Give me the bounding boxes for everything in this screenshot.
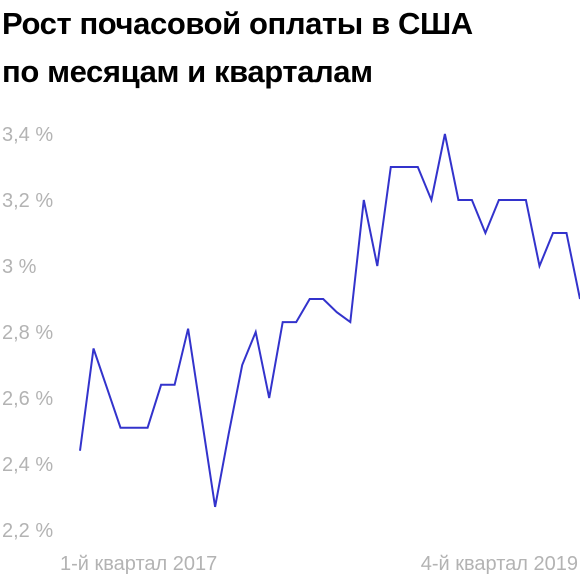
data-point <box>119 426 123 430</box>
data-point <box>146 426 150 430</box>
data-point <box>213 505 217 509</box>
data-point <box>551 231 555 235</box>
data-point <box>281 320 285 324</box>
data-point <box>483 231 487 235</box>
data-point <box>200 416 204 420</box>
data-point <box>375 264 379 268</box>
data-point <box>443 132 447 136</box>
data-point <box>105 386 109 390</box>
data-point <box>267 396 271 400</box>
data-point <box>78 449 82 453</box>
data-point <box>497 198 501 202</box>
chart-title: Рост почасовой оплаты в США по месяцам и… <box>2 0 578 96</box>
y-tick-label: 3,4 % <box>2 124 53 146</box>
data-point <box>240 363 244 367</box>
y-tick-label: 2,8 % <box>2 322 53 344</box>
data-point <box>173 383 177 387</box>
data-point <box>254 330 258 334</box>
plot-area <box>78 132 580 509</box>
data-point <box>510 198 514 202</box>
data-point <box>524 198 528 202</box>
series-line <box>79 133 580 508</box>
data-point <box>321 297 325 301</box>
data-point <box>538 264 542 268</box>
chart-title-line-2: по месяцам и кварталам <box>2 54 373 89</box>
x-axis-labels: 1-й квартал 2017 4-й квартал 2019 <box>60 553 578 575</box>
x-tick-label-end: 4-й квартал 2019 <box>421 553 578 575</box>
y-tick-label: 2,2 % <box>2 520 53 542</box>
data-point <box>159 383 163 387</box>
x-tick-label-start: 1-й квартал 2017 <box>60 553 217 575</box>
data-point <box>92 347 96 351</box>
y-tick-label: 3,2 % <box>2 190 53 212</box>
data-point <box>416 165 420 169</box>
data-point <box>429 198 433 202</box>
y-tick-label: 3 % <box>2 256 37 278</box>
data-point <box>348 320 352 324</box>
data-point <box>389 165 393 169</box>
data-point <box>335 310 339 314</box>
data-point <box>294 320 298 324</box>
y-tick-label: 2,6 % <box>2 388 53 410</box>
data-point <box>402 165 406 169</box>
data-point <box>470 198 474 202</box>
chart-title-line-1: Рост почасовой оплаты в США <box>2 6 473 41</box>
data-point <box>308 297 312 301</box>
data-point <box>132 426 136 430</box>
data-point <box>565 231 569 235</box>
y-axis-labels: 3,4 % 3,2 % 3 % 2,8 % 2,6 % 2,4 % 2,2 % <box>2 124 53 542</box>
y-tick-label: 2,4 % <box>2 454 53 476</box>
data-point <box>227 432 231 436</box>
data-point <box>186 327 190 331</box>
data-point <box>456 198 460 202</box>
data-point <box>362 198 366 202</box>
